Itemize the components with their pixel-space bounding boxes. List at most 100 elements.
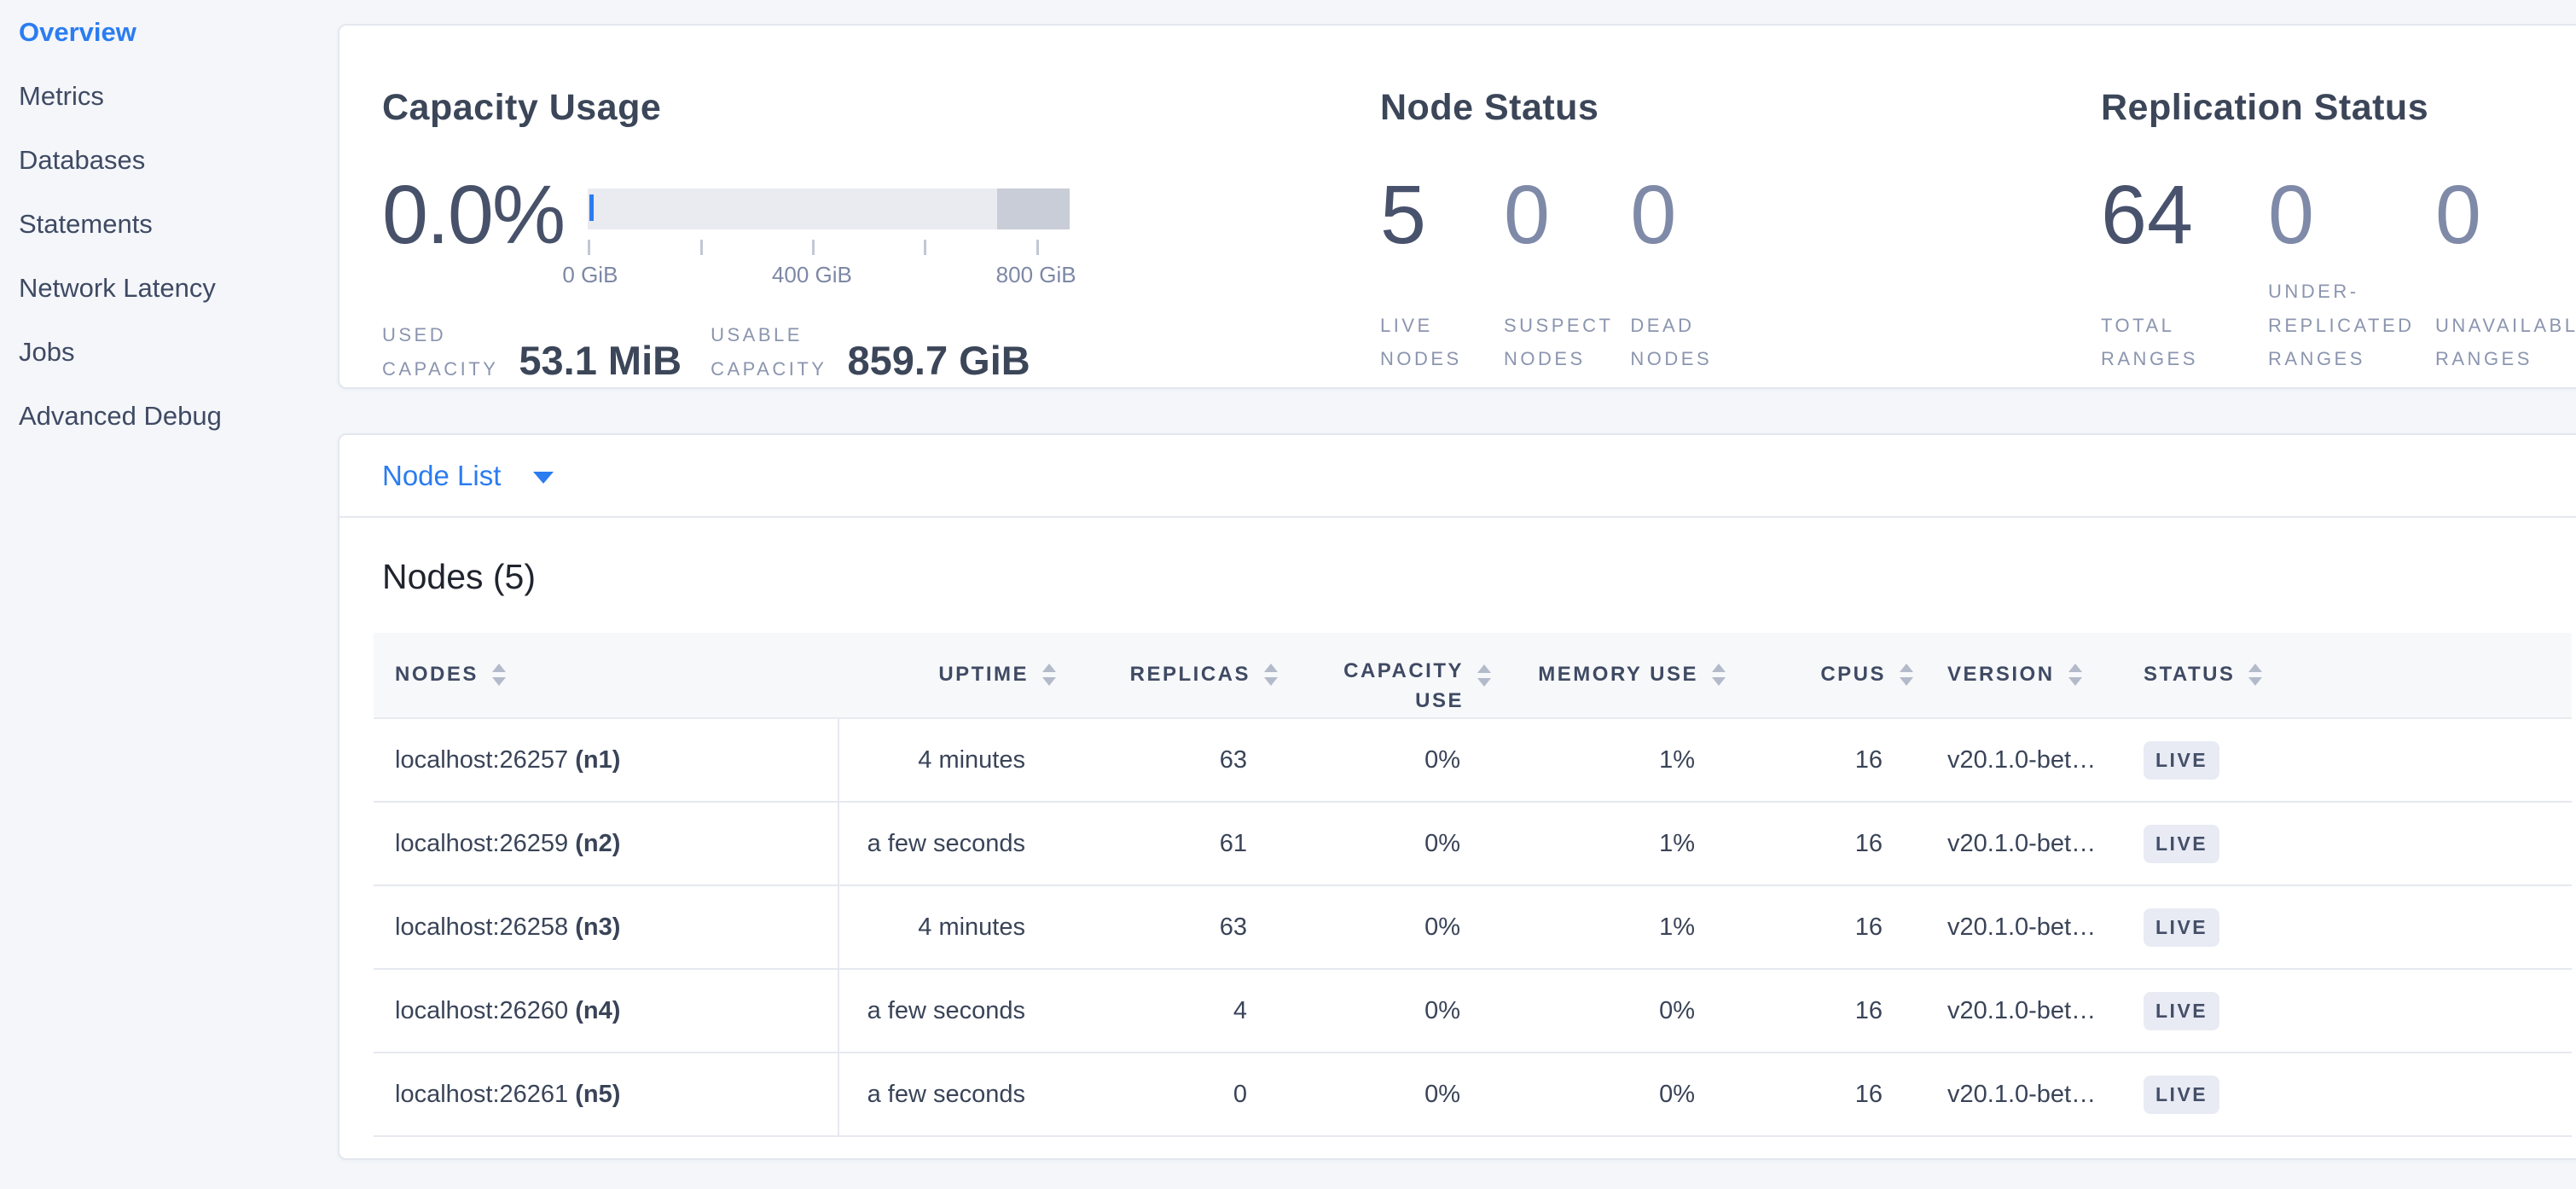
column-label-version: VERSION (1947, 663, 2055, 687)
column-header-capacity-use[interactable]: CAPACITY USE (1278, 633, 1491, 719)
column-header-memory-use[interactable]: MEMORY USE (1491, 633, 1726, 719)
node-id: (n5) (575, 1080, 621, 1108)
dead-nodes-label: DEAD NODES (1630, 314, 1713, 370)
node-status-stats: 5 LIVE NODES 0 SUSPECT NODES 0 DEAD NODE… (1380, 168, 2101, 376)
replicas-cell: 63 (1056, 718, 1278, 803)
sidebar-item-jobs[interactable]: Jobs (19, 336, 75, 367)
table-row: localhost:26257 (n1) 4 minutes 63 0% 1% … (374, 718, 2572, 803)
status-badge: LIVE (2144, 991, 2220, 1030)
sidebar-item-databases[interactable]: Databases (19, 144, 146, 175)
node-address[interactable]: localhost:26257 (395, 745, 569, 774)
uptime-cell: a few seconds (838, 969, 1056, 1053)
table-row: localhost:26259 (n2) a few seconds 61 0%… (374, 802, 2572, 886)
caret-down-icon (533, 471, 554, 484)
dead-nodes-stat: 0 DEAD NODES (1630, 168, 1754, 376)
cpus-cell: 16 (1726, 802, 1913, 886)
live-nodes-stat: 5 LIVE NODES (1380, 173, 1504, 376)
sidebar-item-overview[interactable]: Overview (19, 16, 136, 47)
tick-label-400gib: 400 GiB (771, 262, 852, 287)
memory-use-cell: 0% (1491, 969, 1726, 1053)
suspect-nodes-value: 0 (1504, 168, 1550, 261)
column-label-status: STATUS (2144, 663, 2236, 687)
node-address[interactable]: localhost:26261 (395, 1080, 569, 1108)
capacity-use-cell: 0% (1278, 885, 1491, 970)
total-ranges-value: 64 (2101, 168, 2193, 261)
cpus-cell: 16 (1726, 718, 1913, 803)
node-list-card: Node List Nodes (5) NODES (338, 433, 2576, 1160)
capacity-gauge: 0 GiB 400 GiB 800 GiB (562, 188, 1076, 289)
version-cell: v20.1.0-bet… (1947, 745, 2097, 774)
column-label-replicas: REPLICAS (1129, 663, 1250, 687)
nodes-table-header-row: NODES UPTIME REPLICAS CAPACITY USE (374, 633, 2572, 719)
tick-label-800gib: 800 GiB (995, 262, 1076, 287)
replicas-cell: 0 (1056, 1053, 1278, 1137)
table-row: localhost:26261 (n5) a few seconds 0 0% … (374, 1053, 2572, 1137)
node-id: (n4) (575, 996, 621, 1024)
uptime-cell: a few seconds (838, 802, 1056, 886)
column-header-version[interactable]: VERSION (1913, 633, 2109, 719)
uptime-cell: 4 minutes (838, 885, 1056, 970)
column-header-replicas[interactable]: REPLICAS (1056, 633, 1278, 719)
column-header-nodes[interactable]: NODES (374, 633, 838, 719)
live-nodes-label: LIVE NODES (1380, 314, 1462, 370)
replication-status-section: Replication Status 64 TOTAL RANGES 0 UND… (2101, 26, 2576, 387)
replication-status-stats: 64 TOTAL RANGES 0 UNDER- REPLICATED RANG… (2101, 168, 2576, 376)
sidebar-item-metrics[interactable]: Metrics (19, 80, 104, 111)
view-selector-bar: Node List (339, 435, 2576, 518)
tick-label-0gib: 0 GiB (562, 262, 618, 287)
capacity-use-cell: 0% (1278, 1053, 1491, 1137)
memory-use-cell: 1% (1491, 802, 1726, 886)
sidebar-item-statements[interactable]: Statements (19, 208, 153, 239)
node-list-dropdown[interactable]: Node List (382, 460, 554, 492)
usable-capacity-stat: USABLE CAPACITY 859.7 GiB (711, 318, 1030, 386)
sidebar: Overview Metrics Databases Statements Ne… (0, 0, 326, 1189)
replicas-cell: 61 (1056, 802, 1278, 886)
column-header-status[interactable]: STATUS (2109, 633, 2572, 719)
capacity-used-marker (589, 194, 595, 221)
cluster-summary-card: Capacity Usage 0.0% 0 GiB 400 Gi (338, 24, 2576, 389)
status-badge: LIVE (2144, 824, 2220, 863)
capacity-gauge-ticks (588, 240, 1070, 255)
unavailable-ranges-stat: 0 UNAVAILABLE RANGES (2435, 168, 2576, 376)
under-replicated-ranges-stat: 0 UNDER- REPLICATED RANGES (2268, 173, 2435, 376)
sort-icon (1042, 664, 1056, 687)
node-id: (n3) (575, 913, 621, 941)
node-address[interactable]: localhost:26260 (395, 996, 569, 1024)
capacity-usage-section: Capacity Usage 0.0% 0 GiB 400 Gi (382, 26, 1380, 387)
status-badge: LIVE (2144, 1075, 2220, 1114)
column-label-nodes: NODES (395, 663, 479, 687)
memory-use-cell: 1% (1491, 718, 1726, 803)
dead-nodes-value: 0 (1630, 168, 1677, 261)
node-status-section: Node Status 5 LIVE NODES 0 SUSPECT NODES… (1380, 26, 2101, 387)
unavailable-ranges-value: 0 (2435, 168, 2481, 261)
sidebar-item-advanced-debug[interactable]: Advanced Debug (19, 400, 222, 431)
capacity-use-cell: 0% (1278, 969, 1491, 1053)
cpus-cell: 16 (1726, 885, 1913, 970)
column-header-uptime[interactable]: UPTIME (838, 633, 1056, 719)
sidebar-item-network-latency[interactable]: Network Latency (19, 272, 216, 303)
capacity-gauge-bar (588, 188, 1070, 229)
node-id: (n2) (575, 829, 621, 857)
node-list-dropdown-label: Node List (382, 459, 502, 491)
uptime-cell: 4 minutes (838, 718, 1056, 803)
capacity-used-percent: 0.0% (382, 168, 566, 261)
cpus-cell: 16 (1726, 1053, 1913, 1137)
version-cell: v20.1.0-bet… (1947, 996, 2097, 1024)
total-ranges-stat: 64 TOTAL RANGES (2101, 168, 2268, 376)
node-address[interactable]: localhost:26258 (395, 913, 569, 941)
node-address[interactable]: localhost:26259 (395, 829, 569, 857)
column-label-memory-use: MEMORY USE (1538, 663, 1698, 687)
sort-icon (1712, 664, 1726, 687)
column-label-uptime: UPTIME (938, 663, 1029, 687)
column-header-cpus[interactable]: CPUS (1726, 633, 1913, 719)
memory-use-cell: 0% (1491, 1053, 1726, 1137)
suspect-nodes-label: SUSPECT NODES (1504, 314, 1614, 370)
table-row: localhost:26258 (n3) 4 minutes 63 0% 1% … (374, 885, 2572, 970)
capacity-use-cell: 0% (1278, 718, 1491, 803)
capacity-gauge-dark-segment (996, 188, 1070, 229)
suspect-nodes-stat: 0 SUSPECT NODES (1504, 168, 1630, 376)
capacity-use-cell: 0% (1278, 802, 1491, 886)
version-cell: v20.1.0-bet… (1947, 829, 2097, 857)
version-cell: v20.1.0-bet… (1947, 913, 2097, 941)
